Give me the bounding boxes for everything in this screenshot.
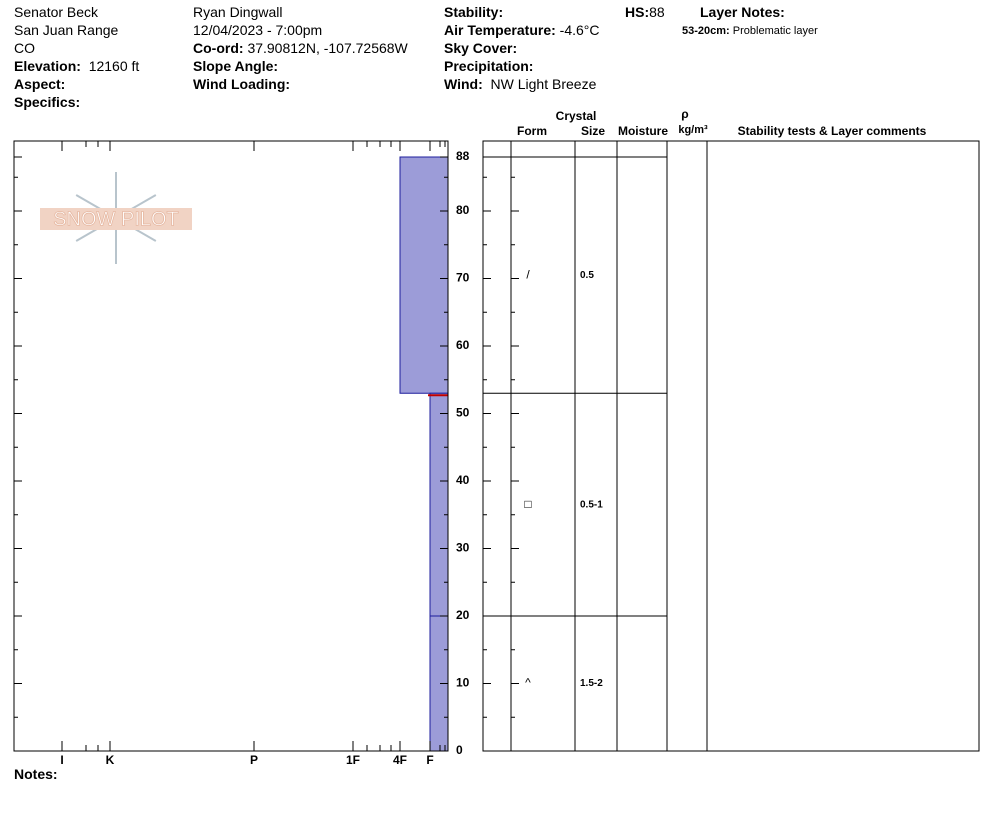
layer-notes: Layer Notes:	[700, 3, 785, 21]
y-tick-label: 50	[456, 406, 470, 420]
y-tick-label: 20	[456, 608, 470, 622]
crystal-form: ^	[525, 676, 531, 690]
crystal-size: 0.5-1	[580, 499, 603, 510]
label: Notes:	[14, 766, 58, 782]
slope-angle: Slope Angle:	[193, 57, 278, 75]
notes: Notes:	[14, 765, 58, 783]
datetime: 12/04/2023 - 7:00pm	[193, 22, 323, 38]
label: Sky Cover:	[444, 40, 518, 56]
stability: Stability:	[444, 3, 503, 21]
coord: Co-ord: 37.90812N, -107.72568W	[193, 39, 408, 57]
table-header: Size	[581, 124, 605, 138]
sky-cover: Sky Cover:	[444, 39, 517, 57]
hardness-label: F	[426, 753, 433, 767]
y-tick-label: 40	[456, 473, 470, 487]
hardness-label: K	[106, 753, 115, 767]
layer-note: 53-20cm: Problematic layer	[682, 22, 818, 40]
graph-frame	[13, 140, 449, 752]
elevation: Elevation: 12160 ft	[14, 57, 139, 75]
label: Co-ord:	[193, 40, 244, 56]
table-header: ρ	[681, 107, 688, 121]
y-tick-label: 60	[456, 338, 470, 352]
value: NW Light Breeze	[490, 76, 597, 92]
text: Problematic layer	[732, 25, 818, 37]
y-tick-label: 30	[456, 541, 470, 555]
label: Elevation:	[14, 58, 81, 74]
crystal-size: 0.5	[580, 270, 594, 281]
label: Stability:	[444, 4, 504, 20]
hardness-label: 1F	[346, 753, 360, 767]
aspect: Aspect:	[14, 75, 65, 93]
air-temp: Air Temperature: -4.6°C	[444, 21, 600, 39]
hs: HS:88	[625, 3, 665, 21]
value: -4.6°C	[559, 22, 600, 38]
y-tick-label: 0	[456, 743, 463, 757]
label: Precipitation:	[444, 58, 534, 74]
wind-loading: Wind Loading:	[193, 75, 290, 93]
location-3: CO	[14, 40, 35, 56]
crystal-size: 1.5-2	[580, 678, 603, 689]
table-header: Stability tests & Layer comments	[738, 124, 927, 138]
label: Layer Notes:	[700, 4, 785, 20]
crystal-form: □	[524, 497, 531, 511]
crystal-form: /	[526, 267, 530, 281]
value: 12160 ft	[88, 58, 140, 74]
value: 88	[649, 4, 665, 20]
wind: Wind: NW Light Breeze	[444, 75, 596, 93]
table-frame	[482, 140, 980, 752]
observer: Ryan Dingwall	[193, 4, 283, 20]
table-header: Moisture	[618, 124, 668, 138]
label: HS:	[625, 4, 650, 20]
logo: SNOW PILOT	[40, 172, 192, 264]
range: 53-20cm:	[682, 25, 730, 37]
label: Wind:	[444, 76, 483, 92]
hardness-label: 4F	[393, 753, 407, 767]
hardness-label: P	[250, 753, 258, 767]
logo-band	[40, 208, 192, 230]
logo-text: SNOW PILOT	[53, 208, 179, 230]
label: Air Temperature:	[444, 22, 556, 38]
location-1: Senator Beck	[14, 4, 99, 20]
y-tick-label: 10	[456, 676, 470, 690]
table-header: Crystal	[556, 109, 597, 123]
hardness-bar	[399, 156, 449, 394]
specifics: Specifics:	[14, 93, 80, 111]
label: Aspect:	[14, 76, 66, 92]
y-tick-label: 88	[456, 149, 470, 163]
y-tick-label: 80	[456, 203, 470, 217]
table-header: Form	[517, 124, 547, 138]
value: 37.90812N, -107.72568W	[247, 40, 408, 56]
hardness-label: I	[60, 753, 63, 767]
label: Slope Angle:	[193, 58, 279, 74]
location-2: San Juan Range	[14, 22, 119, 38]
y-tick-label: 70	[456, 271, 470, 285]
table-header: kg/m³	[678, 124, 708, 136]
label: Specifics:	[14, 94, 81, 110]
precipitation: Precipitation:	[444, 57, 533, 75]
label: Wind Loading:	[193, 76, 291, 92]
